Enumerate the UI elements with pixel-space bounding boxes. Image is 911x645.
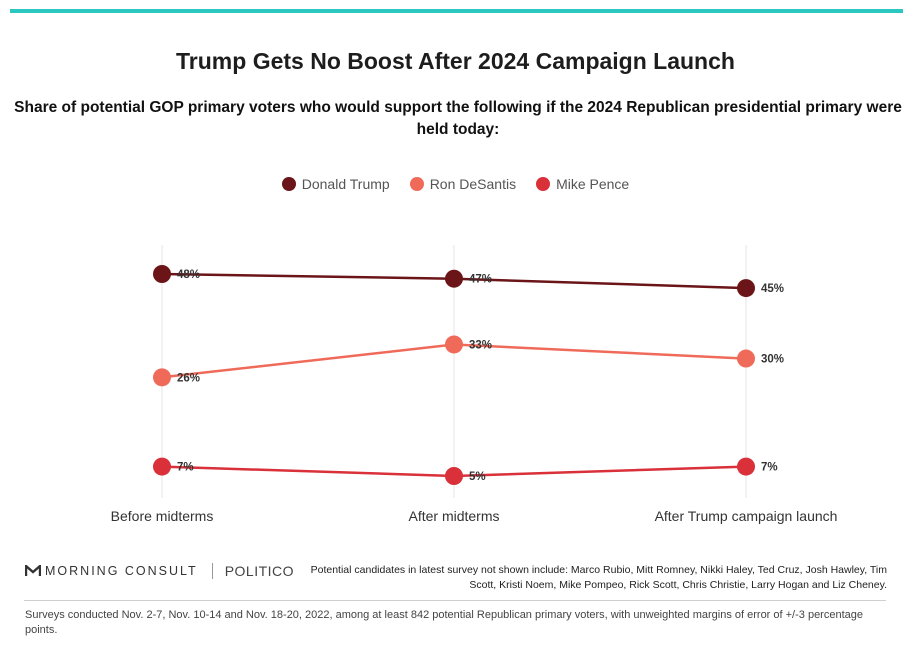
- branding: MORNING CONSULT POLITICO: [25, 563, 294, 579]
- data-point-trump: [153, 265, 171, 283]
- legend-swatch-pence: [536, 177, 551, 191]
- legend: Donald Trump Ron DeSantis Mike Pence: [0, 176, 911, 192]
- data-label-desantis: 33%: [469, 339, 492, 351]
- data-label-trump: 47%: [469, 274, 492, 286]
- data-point-trump: [445, 269, 463, 288]
- x-tick-label: After Trump campaign launch: [655, 508, 838, 524]
- data-point-trump: [737, 279, 755, 298]
- politico-logo: POLITICO: [224, 563, 295, 579]
- data-label-pence: 7%: [177, 462, 194, 474]
- morning-consult-logo: MORNING CONSULT: [45, 564, 198, 578]
- morning-consult-logo-icon: [25, 565, 41, 576]
- data-point-desantis: [153, 368, 171, 387]
- footer-divider: [24, 600, 886, 601]
- data-point-desantis: [737, 349, 755, 368]
- line-chart: Before midterms After midterms After Trump…: [111, 245, 838, 524]
- brand-divider: [211, 563, 213, 579]
- legend-label-pence: Mike Pence: [556, 176, 630, 192]
- legend-label-trump: Donald Trump: [301, 176, 390, 192]
- data-label-trump: 48%: [177, 269, 200, 281]
- x-tick-label: After midterms: [408, 508, 499, 524]
- top-accent-bar: [10, 9, 903, 13]
- legend-swatch-trump: [281, 177, 296, 191]
- legend-item-pence[interactable]: Mike Pence: [536, 176, 629, 192]
- chart-title: Trump Gets No Boost After 2024 Campaign …: [176, 48, 735, 74]
- data-label-pence: 5%: [469, 471, 486, 483]
- legend-item-trump[interactable]: Donald Trump: [281, 176, 390, 192]
- data-point-pence: [153, 457, 171, 476]
- data-point-desantis: [445, 335, 463, 354]
- x-tick-label: Before midterms: [111, 508, 214, 524]
- chart-subtitle: Share of potential GOP primary voters wh…: [14, 99, 902, 138]
- legend-item-desantis[interactable]: Ron DeSantis: [409, 176, 517, 192]
- data-label-desantis: 30%: [761, 354, 784, 366]
- candidates-note: Potential candidates in latest survey no…: [310, 564, 887, 591]
- data-point-pence: [737, 457, 755, 476]
- data-label-pence: 7%: [761, 462, 778, 474]
- legend-swatch-desantis: [409, 177, 424, 191]
- legend-label-desantis: Ron DeSantis: [429, 176, 517, 192]
- data-label-desantis: 26%: [177, 372, 200, 384]
- methodology-footer: Surveys conducted Nov. 2-7, Nov. 10-14 a…: [25, 609, 863, 636]
- data-point-pence: [445, 467, 463, 485]
- data-label-trump: 45%: [761, 283, 784, 295]
